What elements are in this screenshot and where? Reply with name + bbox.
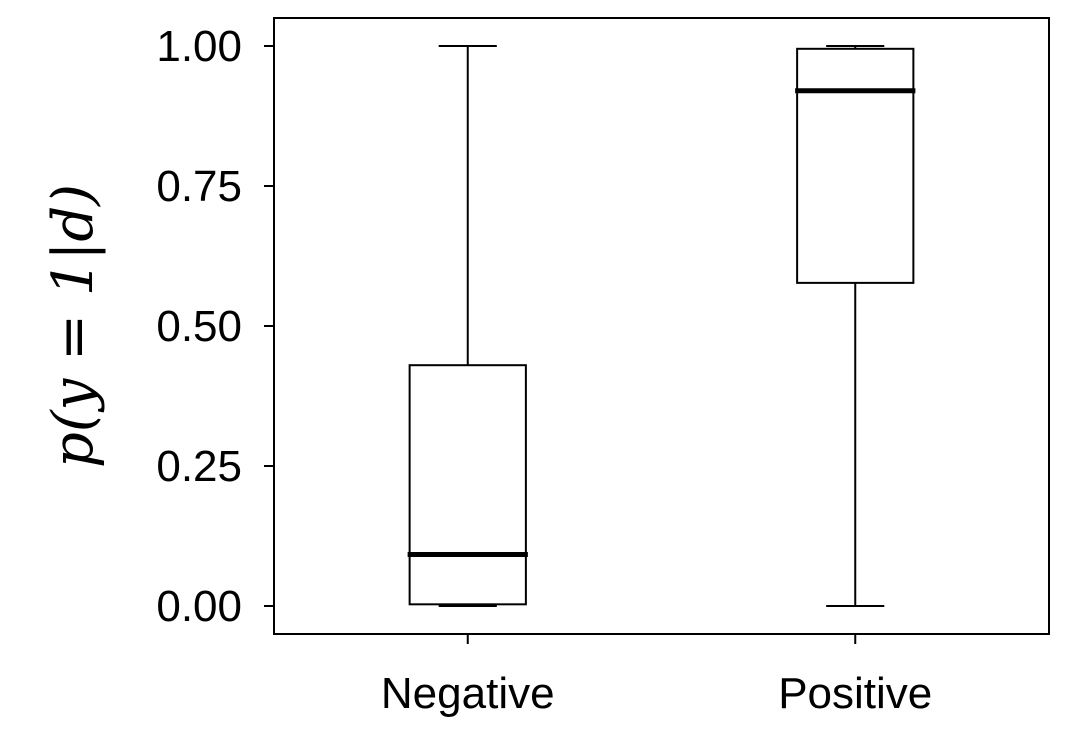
y-tick-label: 0.50 [156, 302, 242, 351]
boxes [407, 45, 916, 607]
y-tick-label: 1.00 [156, 22, 242, 71]
plot-frame [273, 17, 1050, 635]
y-tick-label: 0.75 [156, 162, 242, 211]
y-axis: 0.00 0.25 0.50 0.75 1.00 [156, 22, 274, 631]
x-axis: Negative Positive [381, 634, 932, 718]
box-negative [407, 45, 528, 607]
y-tick-label: 0.00 [156, 582, 242, 631]
iqr-box [796, 47, 915, 284]
x-tick-label: Positive [778, 669, 932, 718]
x-tick-label: Negative [381, 669, 555, 718]
y-axis-label: p(y = 1|d) [41, 184, 106, 468]
box-positive [795, 45, 916, 607]
y-tick-label: 0.25 [156, 442, 242, 491]
iqr-box [408, 364, 527, 606]
